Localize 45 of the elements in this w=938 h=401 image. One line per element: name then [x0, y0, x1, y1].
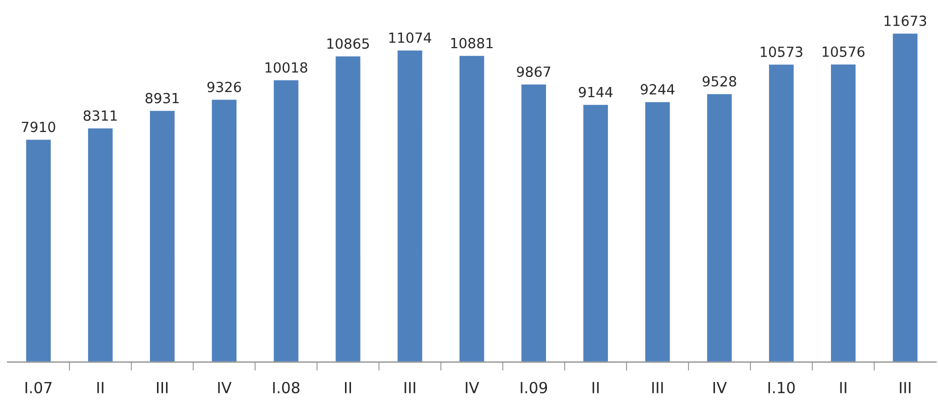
bar: [520, 83, 548, 362]
bar: [148, 110, 176, 362]
bar: [210, 98, 238, 362]
bar: [86, 127, 114, 362]
data-label: 9144: [578, 86, 613, 98]
data-label: 8311: [84, 110, 117, 121]
data-label: 10576: [822, 46, 864, 57]
bar: [582, 104, 610, 362]
x-tick-label: I.08: [273, 382, 300, 394]
bar: [334, 54, 362, 362]
data-label: 11673: [884, 16, 926, 26]
x-tick-label: I.09: [520, 382, 548, 394]
data-label: 7910: [22, 122, 56, 132]
x-tick-label: II: [97, 382, 104, 394]
x-tick-label: III: [404, 382, 416, 394]
bar: [458, 54, 486, 362]
data-label: 9244: [640, 84, 674, 95]
bar: [768, 63, 796, 362]
x-tick-label: I.07: [26, 382, 52, 394]
data-label: 10018: [266, 62, 308, 73]
data-label: 8931: [146, 92, 179, 104]
bar: [891, 32, 919, 362]
data-label: 11074: [389, 32, 432, 43]
data-label: 9326: [207, 82, 241, 92]
data-label: 9528: [702, 76, 736, 87]
x-tick-label: III: [157, 382, 168, 394]
data-label: 10573: [760, 46, 802, 58]
bar: [272, 78, 300, 362]
bar: [24, 138, 52, 362]
x-tick-label: I.10: [768, 382, 795, 394]
x-tick-label: II: [592, 382, 599, 394]
data-label: 10881: [451, 38, 493, 48]
data-label: 10865: [327, 38, 369, 49]
x-tick-label: II: [840, 382, 846, 394]
bar: [830, 63, 857, 362]
bar: [706, 92, 734, 362]
x-tick-label: IV: [713, 382, 727, 394]
x-tick-label: IV: [218, 382, 232, 394]
x-tick-label: II: [344, 382, 351, 394]
x-tick-label: III: [652, 382, 663, 394]
data-label: 9867: [516, 66, 550, 77]
bar: [396, 49, 424, 362]
x-tick-label: III: [900, 382, 910, 394]
bar: [644, 100, 672, 362]
x-tick-label: IV: [466, 382, 480, 394]
